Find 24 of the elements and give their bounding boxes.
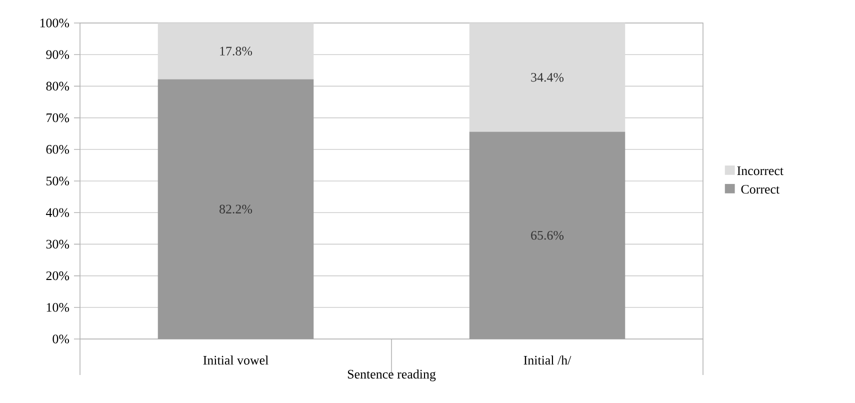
y-tick-label: 70% [46, 113, 70, 122]
legend-label: Incorrect [737, 166, 784, 176]
y-tick-label: 50% [46, 176, 70, 186]
legend-label: Correct [741, 184, 780, 194]
data-label: 17.8% [220, 46, 252, 56]
x-tick-label: Initial vowel [203, 356, 268, 365]
y-tick-label: 60% [46, 145, 70, 154]
y-tick-label: 30% [46, 240, 70, 249]
bar [469, 132, 626, 339]
y-tick-label: 0% [52, 334, 70, 344]
y-tick-label: 20% [46, 271, 70, 280]
x-tick-label: Initial /h/ [524, 356, 572, 365]
bar [158, 79, 314, 339]
data-label: 82.2% [220, 204, 252, 214]
y-tick-label: 40% [46, 208, 70, 217]
data-label: 34.4% [531, 72, 564, 82]
bar [469, 22, 626, 132]
y-tick-label: 80% [46, 82, 70, 91]
y-tick-label: 100% [40, 18, 70, 28]
y-tick-label: 10% [46, 303, 70, 312]
y-tick-label: 90% [46, 50, 70, 59]
data-label: 65.6% [531, 230, 564, 240]
x-axis-title: Sentence reading [348, 369, 436, 382]
bar [158, 22, 314, 80]
